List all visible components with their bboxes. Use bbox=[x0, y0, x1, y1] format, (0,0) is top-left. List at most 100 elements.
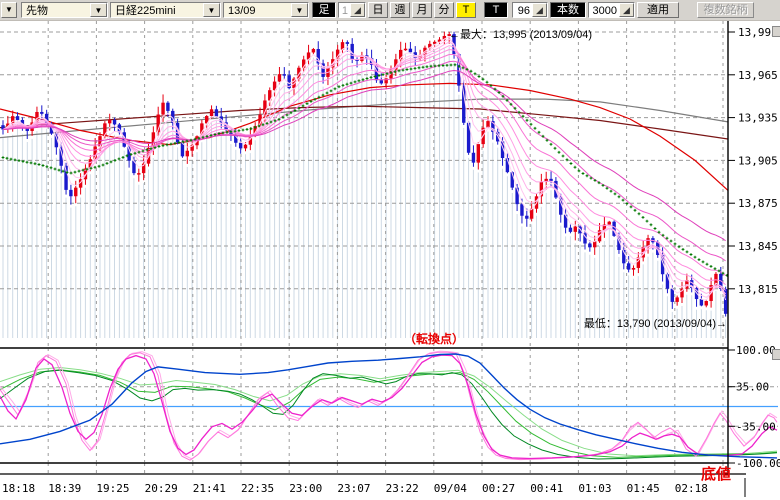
time-axis-label: 00:41 bbox=[530, 482, 563, 495]
candle-body-up bbox=[486, 121, 490, 128]
bottom-value-annotation: 底値 bbox=[701, 466, 732, 483]
time-axis-label: 09/04 bbox=[434, 482, 467, 495]
candle-body-down bbox=[690, 280, 694, 288]
candle-body-down bbox=[44, 113, 49, 125]
interval-stepper[interactable]: 1 ◢ bbox=[338, 2, 366, 18]
price-axis-label: 13,845 bbox=[738, 240, 778, 253]
candle-body-down bbox=[40, 111, 44, 114]
candle-body-up bbox=[11, 116, 15, 124]
candle-body-up bbox=[161, 102, 165, 115]
candle-body-down bbox=[583, 233, 587, 244]
candle-body-up bbox=[190, 145, 194, 151]
time-axis-label: 23:00 bbox=[289, 482, 322, 495]
candle-body-up bbox=[428, 43, 432, 48]
osc-line-blue bbox=[0, 353, 778, 459]
symbol-value: 日経225mini bbox=[115, 5, 176, 17]
candle-body-up bbox=[78, 179, 83, 188]
spinner-icon[interactable]: ◢ bbox=[532, 3, 547, 17]
candle-body-up bbox=[103, 123, 107, 137]
candle-body-up bbox=[74, 187, 78, 197]
candle-body-down bbox=[612, 221, 616, 236]
multi-symbol-button[interactable]: 複数銘柄 bbox=[697, 2, 754, 18]
candle-body-down bbox=[117, 124, 122, 133]
candle-body-down bbox=[166, 102, 170, 111]
candle-body-down bbox=[374, 64, 379, 81]
dropdown-arrow-icon[interactable]: ▼ bbox=[90, 3, 107, 17]
period-week-button[interactable]: 週 bbox=[390, 2, 410, 18]
candle-body-up bbox=[156, 114, 160, 133]
candle-body-up bbox=[529, 208, 534, 219]
candle-body-up bbox=[268, 90, 272, 101]
candle-body-up bbox=[137, 173, 141, 175]
dropdown-arrow-icon[interactable]: ▼ bbox=[291, 3, 308, 17]
chart-canvas[interactable]: 13,995 13,965 13,935 13,905 13,875 13,845 13,8… bbox=[0, 21, 780, 500]
candle-body-down bbox=[471, 152, 476, 163]
ma-red-line bbox=[0, 82, 728, 191]
count-stepper[interactable]: 96 ◢ bbox=[512, 2, 548, 18]
candle-body-up bbox=[93, 146, 97, 160]
candle-body-down bbox=[466, 122, 471, 153]
spinner-icon[interactable]: ◢ bbox=[350, 3, 365, 17]
panel-corner-icon[interactable] bbox=[772, 26, 780, 37]
panel-corner-icon[interactable] bbox=[772, 349, 780, 360]
candle-body-up bbox=[394, 59, 398, 70]
candle-body-up bbox=[607, 221, 611, 225]
candle-body-down bbox=[316, 49, 320, 64]
candle-body-up bbox=[544, 178, 548, 182]
candle-body-up bbox=[306, 52, 311, 60]
candle-body-down bbox=[656, 242, 660, 255]
period-minute-button[interactable]: 分 bbox=[434, 2, 454, 18]
bars-stepper[interactable]: 3000 ◢ bbox=[588, 2, 635, 18]
time-axis-label: 22:35 bbox=[241, 482, 274, 495]
turning-point-annotation: （転換点） bbox=[404, 332, 465, 346]
candle-body-down bbox=[559, 197, 563, 215]
candle-body-down bbox=[699, 299, 704, 306]
market-combobox[interactable]: 先物 ▼ bbox=[21, 2, 108, 18]
spinner-icon[interactable]: ◢ bbox=[619, 3, 634, 17]
candle-body-up bbox=[243, 144, 248, 149]
candle-body-down bbox=[122, 132, 126, 147]
time-axis-label: 18:39 bbox=[48, 482, 81, 495]
toolbar: ▼ 先物 ▼ 日経225mini ▼ 13/09 ▼ 足 1 ◢ 日 週 月 分… bbox=[0, 0, 780, 21]
candle-body-up bbox=[437, 39, 442, 42]
ashi-button[interactable]: 足 bbox=[312, 2, 336, 18]
ema-fan-line bbox=[2, 35, 727, 301]
candle-body-down bbox=[214, 109, 219, 117]
tick-black-button[interactable]: T bbox=[484, 2, 508, 18]
honsu-button[interactable]: 本数 bbox=[550, 2, 586, 18]
candle-body-down bbox=[617, 235, 621, 250]
candle-body-down bbox=[408, 48, 413, 53]
candle-body-down bbox=[224, 122, 228, 130]
contract-value: 13/09 bbox=[228, 5, 256, 17]
osc-line-pink1 bbox=[0, 351, 778, 461]
apply-button[interactable]: 適用 bbox=[637, 2, 679, 18]
osc-line-green3 bbox=[0, 366, 778, 457]
dropdown-arrow-icon[interactable]: ▼ bbox=[203, 3, 220, 17]
ma-darkred-line bbox=[0, 105, 728, 140]
candle-body-down bbox=[500, 141, 505, 159]
candle-body-up bbox=[335, 49, 340, 60]
candle-body-up bbox=[631, 267, 636, 270]
candle-body-up bbox=[35, 111, 39, 123]
period-month-button[interactable]: 月 bbox=[412, 2, 432, 18]
candle-body-down bbox=[59, 147, 63, 166]
candle-body-down bbox=[49, 124, 54, 134]
tick-yellow-button[interactable]: T bbox=[456, 2, 476, 18]
period-day-button[interactable]: 日 bbox=[368, 2, 388, 18]
candle-body-up bbox=[573, 226, 577, 232]
osc-line-dkgreen bbox=[0, 369, 778, 460]
candle-body-down bbox=[180, 142, 185, 157]
candle-body-down bbox=[287, 75, 291, 89]
candle-body-down bbox=[665, 274, 670, 289]
candle-body-up bbox=[593, 241, 597, 248]
mini-dropdown-arrow-icon[interactable]: ▼ bbox=[1, 2, 17, 18]
chart-area[interactable]: 13,995 13,965 13,935 13,905 13,875 13,845 13,8… bbox=[0, 21, 780, 500]
candle-body-down bbox=[457, 54, 461, 86]
candle-body-up bbox=[646, 238, 650, 247]
contract-combobox[interactable]: 13/09 ▼ bbox=[223, 2, 309, 18]
osc-axis-label: -35.00 bbox=[736, 420, 776, 433]
candle-body-down bbox=[622, 249, 626, 264]
symbol-combobox[interactable]: 日経225mini ▼ bbox=[110, 2, 221, 18]
candle-body-up bbox=[209, 109, 214, 117]
price-axis-label: 13,965 bbox=[738, 69, 778, 82]
